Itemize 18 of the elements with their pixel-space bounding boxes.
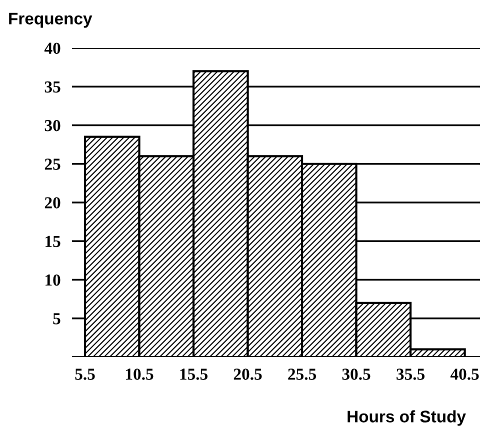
y-tick-label: 40 xyxy=(44,42,60,54)
y-tick-label: 5 xyxy=(53,313,60,324)
x-tick-label: 40.5 xyxy=(450,368,479,380)
y-tick-label: 20 xyxy=(44,197,60,208)
y-tick-label: 35 xyxy=(44,81,60,93)
x-tick-label: 10.5 xyxy=(126,368,154,380)
y-tick-label: 25 xyxy=(44,158,60,170)
x-tick-label: 25.5 xyxy=(288,368,316,380)
x-tick-label: 30.5 xyxy=(342,368,370,380)
y-tick-label: 15 xyxy=(46,236,60,248)
y-tick-label: 10 xyxy=(46,274,60,286)
x-axis-title: Hours of Study xyxy=(348,410,466,426)
x-tick-label: 20.5 xyxy=(234,368,262,380)
x-tick-label: 5.5 xyxy=(75,368,95,380)
x-tick-label: 35.5 xyxy=(396,368,425,380)
y-axis-title: Frequency xyxy=(9,12,92,28)
y-tick-label: 30 xyxy=(44,120,60,132)
x-tick-label: 15.5 xyxy=(180,368,208,380)
